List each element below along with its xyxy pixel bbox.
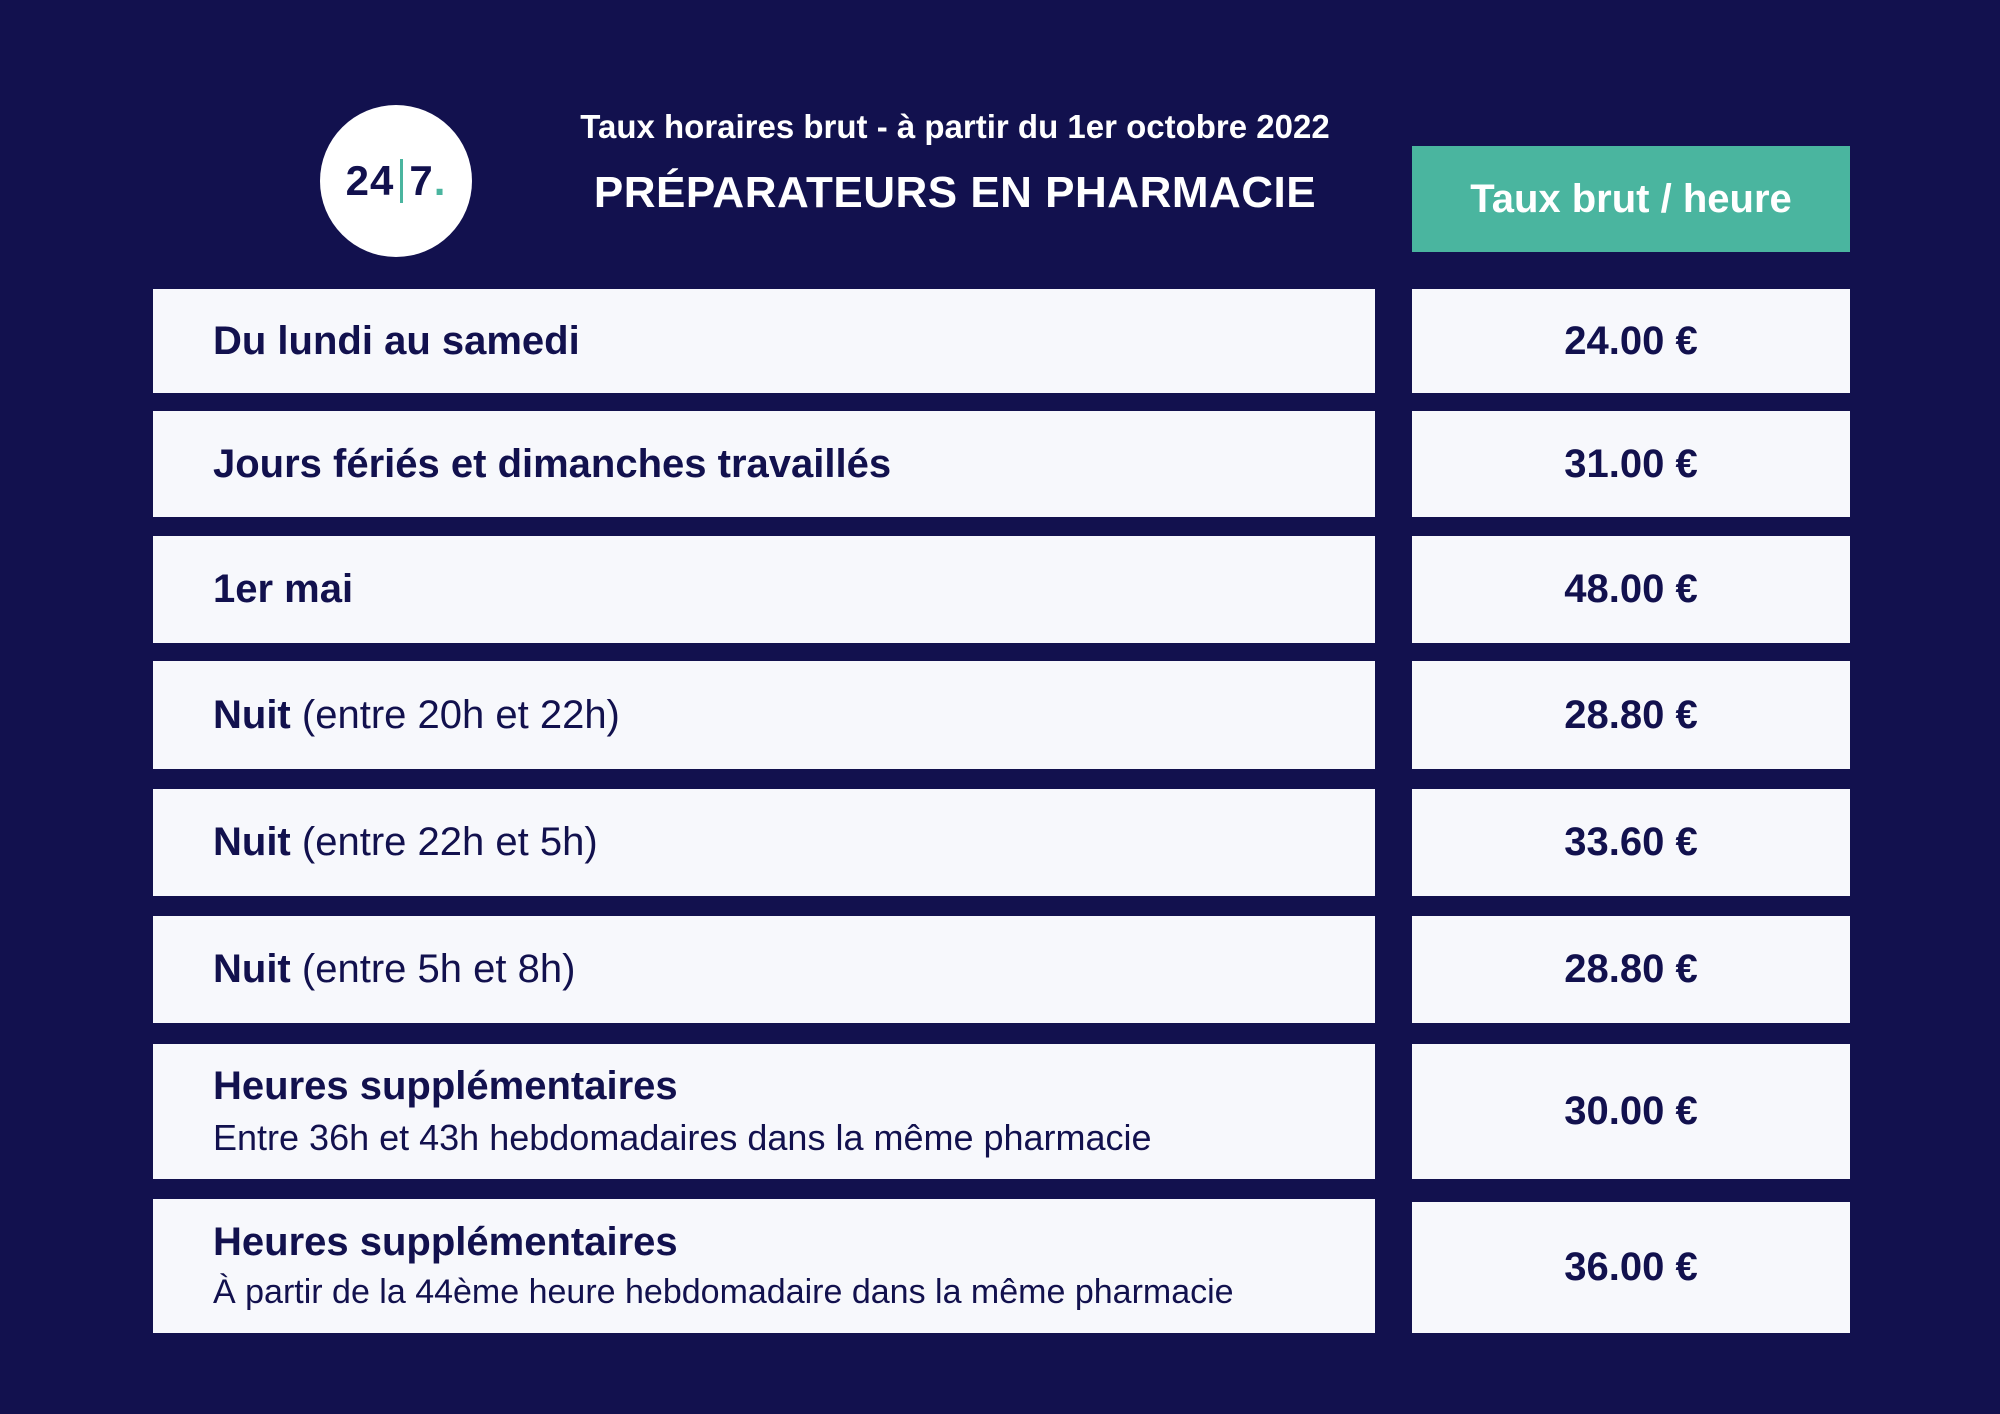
row-label-main: Jours fériés et dimanches travaillés	[213, 441, 892, 486]
rate-row-value: 30.00 €	[1412, 1044, 1850, 1179]
rate-row-value: 36.00 €	[1412, 1202, 1850, 1333]
rate-row-label: Nuit (entre 5h et 8h)	[153, 916, 1375, 1023]
rate-column-header: Taux brut / heure	[1412, 146, 1850, 252]
logo-text-24: 24	[345, 157, 395, 204]
logo-text-7: 7	[409, 157, 434, 204]
row-label-detail: À partir de la 44ème heure hebdomadaire …	[213, 1273, 1234, 1311]
rate-row-label: Heures supplémentaires Entre 36h et 43h …	[153, 1044, 1375, 1179]
row-label-detail: Entre 36h et 43h hebdomadaires dans la m…	[213, 1117, 1152, 1158]
row-label-detail: (entre 22h et 5h)	[301, 820, 598, 864]
logo: 24 7.	[320, 105, 472, 257]
rate-row-value: 48.00 €	[1412, 536, 1850, 643]
rate-row-value: 24.00 €	[1412, 289, 1850, 393]
rate-row-label: Nuit (entre 22h et 5h)	[153, 789, 1375, 896]
row-label-main: Du lundi au samedi	[213, 318, 580, 363]
logo-separator	[400, 159, 404, 203]
rate-row-value: 28.80 €	[1412, 916, 1850, 1023]
logo-dot: .	[433, 157, 447, 204]
rate-row-value: 28.80 €	[1412, 661, 1850, 769]
rate-row-label: Heures supplémentaires À partir de la 44…	[153, 1199, 1375, 1333]
page-title: PRÉPARATEURS EN PHARMACIE	[593, 168, 1317, 217]
row-label-main: Heures supplémentaires	[213, 1064, 678, 1108]
row-label-main: Nuit	[213, 692, 291, 737]
row-label-main: Heures supplémentaires	[213, 1220, 678, 1264]
row-label-main: 1er mai	[213, 567, 354, 611]
row-label-detail: (entre 20h et 22h)	[301, 692, 620, 737]
rate-row-label: Jours fériés et dimanches travaillés	[153, 411, 1375, 517]
row-label-detail: (entre 5h et 8h)	[301, 947, 576, 991]
row-label-main: Nuit	[213, 947, 291, 991]
page-subtitle: Taux horaires brut - à partir du 1er oct…	[580, 108, 1330, 145]
row-label-main: Nuit	[213, 820, 291, 864]
rate-row-label: Du lundi au samedi	[153, 289, 1375, 393]
rate-row-label: 1er mai	[153, 536, 1375, 643]
rate-row-value: 31.00 €	[1412, 411, 1850, 517]
rate-row-label: Nuit (entre 20h et 22h)	[153, 661, 1375, 769]
rate-row-value: 33.60 €	[1412, 789, 1850, 896]
